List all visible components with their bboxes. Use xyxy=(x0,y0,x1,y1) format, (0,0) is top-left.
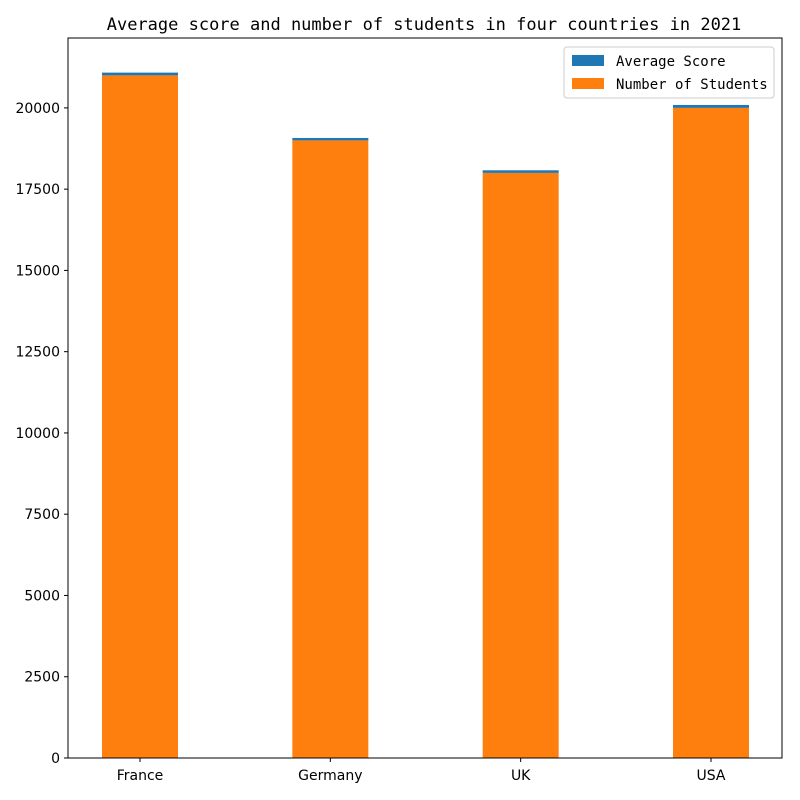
y-tick-label: 0 xyxy=(51,751,60,767)
y-tick-label: 15000 xyxy=(15,263,60,279)
bar-germany-average-score xyxy=(292,137,369,141)
legend: Average Score Number of Students xyxy=(563,46,775,99)
legend-box xyxy=(563,46,775,99)
y-tick-label: 17500 xyxy=(15,182,60,198)
axes-group: 0 2500 5000 7500 10000 12500 15000 17500 20000 Fr… xyxy=(15,37,783,784)
bar-france-average-score xyxy=(102,72,178,76)
y-tick-label: 7500 xyxy=(24,507,60,523)
legend-label-number-of-students: Number of Students xyxy=(616,77,768,93)
x-tick-label: USA xyxy=(697,768,726,784)
legend-swatch-average-score xyxy=(572,55,604,66)
bars-group xyxy=(102,72,749,759)
chart-title: Average score and number of students in … xyxy=(107,15,742,35)
bar-germany-number-of-students xyxy=(292,140,369,759)
y-tick-label: 10000 xyxy=(15,426,60,442)
y-tick-label: 5000 xyxy=(24,588,60,604)
y-tick-label: 12500 xyxy=(15,345,60,361)
x-tick-label: UK xyxy=(511,768,531,784)
bar-uk-average-score xyxy=(482,170,559,173)
bar-uk-number-of-students xyxy=(482,172,559,758)
bar-usa-number-of-students xyxy=(673,107,749,758)
x-tick-label: Germany xyxy=(298,768,362,784)
y-tick-label: 2500 xyxy=(24,670,60,686)
bar-france-number-of-students xyxy=(102,75,178,759)
legend-label-average-score: Average Score xyxy=(616,54,726,70)
x-tick-label: France xyxy=(117,768,164,784)
legend-swatch-number-of-students xyxy=(572,78,604,89)
plot-frame xyxy=(67,37,783,759)
y-tick-label: 20000 xyxy=(15,101,60,117)
bar-usa-average-score xyxy=(673,104,749,108)
